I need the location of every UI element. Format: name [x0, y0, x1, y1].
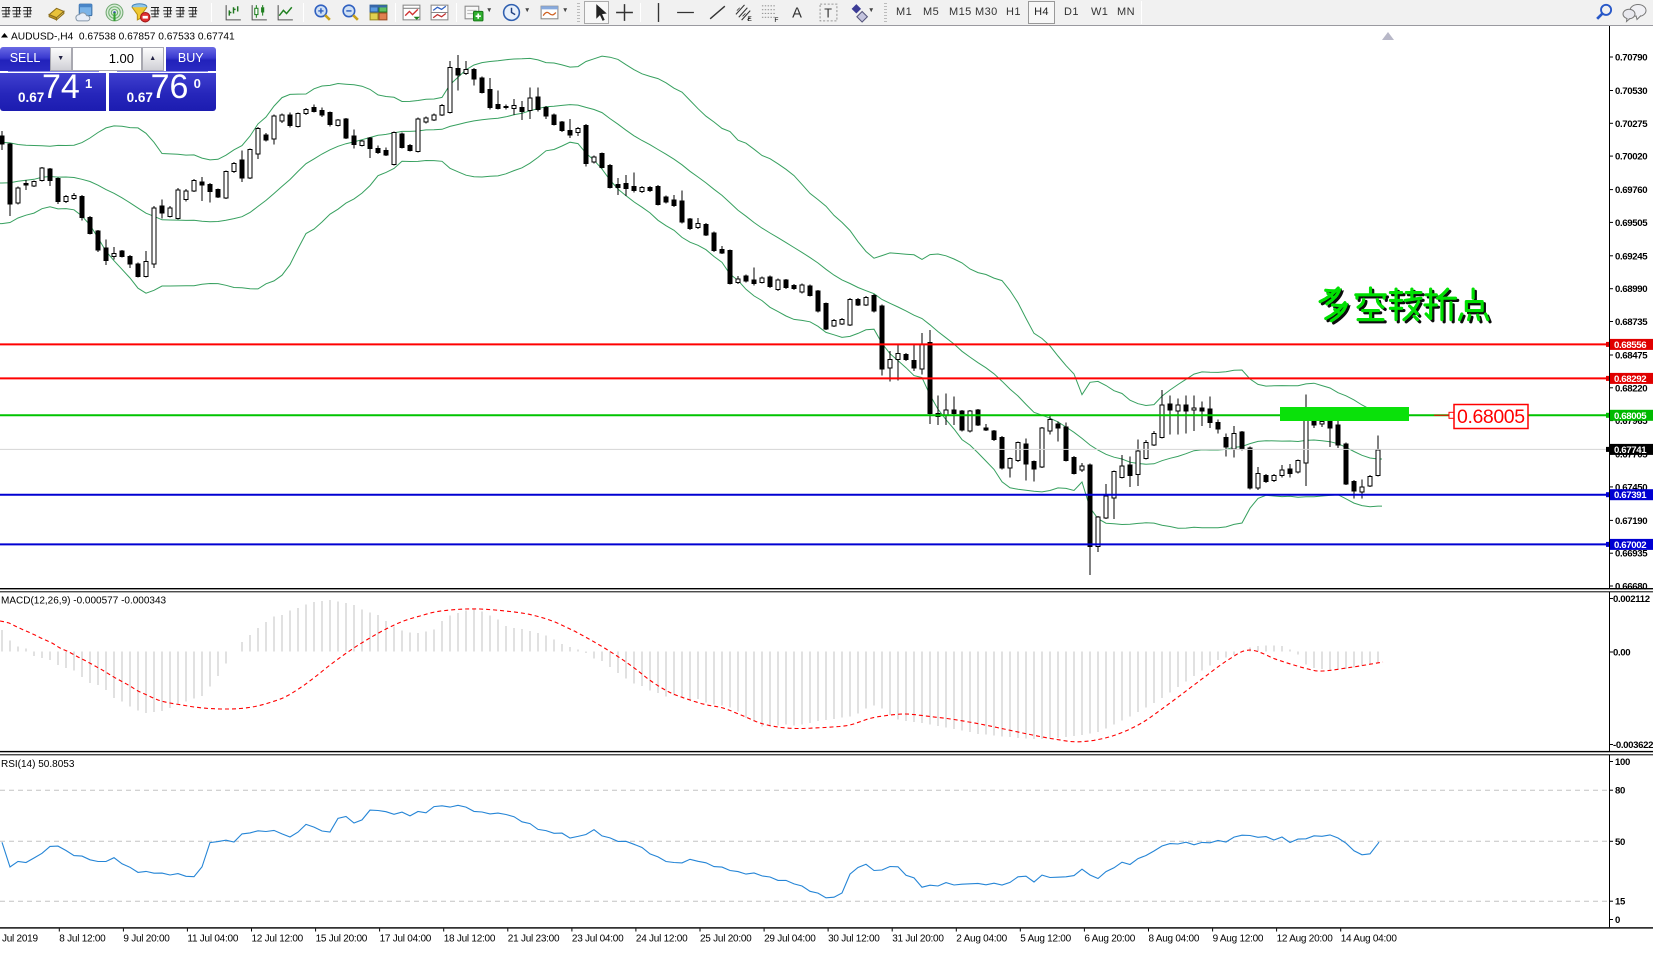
svg-text:21 Jul 23:00: 21 Jul 23:00 [508, 934, 560, 945]
svg-text:17 Jul 04:00: 17 Jul 04:00 [380, 934, 432, 945]
svg-text:0.69245: 0.69245 [1615, 251, 1648, 262]
svg-text:AUDUSD-,H4 0.67538 0.67857 0.: AUDUSD-,H4 0.67538 0.67857 0.67533 0.677… [11, 32, 235, 43]
svg-text:0.68556: 0.68556 [1614, 340, 1646, 351]
svg-text:50: 50 [1615, 837, 1625, 848]
svg-text:E: E [747, 16, 752, 23]
svg-text:0.67965: 0.67965 [1615, 416, 1648, 427]
svg-text:T: T [824, 7, 832, 21]
svg-text:24 Jul 12:00: 24 Jul 12:00 [636, 934, 688, 945]
svg-text:0.70020: 0.70020 [1615, 152, 1647, 163]
svg-text:2 Aug 04:00: 2 Aug 04:00 [956, 934, 1007, 945]
svg-text:30 Jul 12:00: 30 Jul 12:00 [828, 934, 880, 945]
svg-text:12 Jul 12:00: 12 Jul 12:00 [252, 934, 304, 945]
svg-text:8 Jul 12:00: 8 Jul 12:00 [59, 934, 106, 945]
svg-text:MACD(12,26,9) -0.000577 -0.000: MACD(12,26,9) -0.000577 -0.000343 [1, 596, 167, 607]
svg-text:0.67705: 0.67705 [1615, 450, 1648, 461]
svg-text:0.67391: 0.67391 [1614, 490, 1647, 501]
svg-text:11 Jul 04:00: 11 Jul 04:00 [187, 934, 238, 945]
svg-text:25 Jul 20:00: 25 Jul 20:00 [700, 934, 752, 945]
svg-text:0.67741: 0.67741 [1614, 445, 1647, 456]
svg-text:0.67190: 0.67190 [1615, 516, 1647, 527]
svg-text:0.70530: 0.70530 [1615, 86, 1647, 97]
svg-text:0.68292: 0.68292 [1614, 374, 1646, 385]
svg-text:9 Jul 20:00: 9 Jul 20:00 [123, 934, 170, 945]
svg-text:0.68475: 0.68475 [1615, 351, 1648, 362]
svg-text:Jul 2019: Jul 2019 [2, 934, 38, 945]
svg-text:9 Aug 12:00: 9 Aug 12:00 [1213, 934, 1264, 945]
svg-text:29 Jul 04:00: 29 Jul 04:00 [764, 934, 816, 945]
svg-text:23 Jul 04:00: 23 Jul 04:00 [572, 934, 624, 945]
svg-text:0.67450: 0.67450 [1615, 482, 1647, 493]
svg-text:F: F [774, 17, 778, 23]
svg-text:0.70790: 0.70790 [1615, 53, 1647, 64]
svg-text:14 Aug 04:00: 14 Aug 04:00 [1341, 934, 1398, 945]
svg-text:0.002112: 0.002112 [1613, 594, 1650, 605]
svg-text:31 Jul 20:00: 31 Jul 20:00 [892, 934, 944, 945]
svg-text:18 Jul 12:00: 18 Jul 12:00 [444, 934, 496, 945]
svg-text:0.68990: 0.68990 [1615, 284, 1647, 295]
svg-text:0: 0 [1615, 915, 1620, 926]
svg-text:100: 100 [1615, 757, 1630, 768]
svg-text:0.70275: 0.70275 [1615, 119, 1648, 130]
svg-text:6 Aug 20:00: 6 Aug 20:00 [1084, 934, 1135, 945]
svg-text:0.68220: 0.68220 [1615, 383, 1647, 394]
svg-text:80: 80 [1615, 786, 1625, 797]
svg-text:12 Aug 20:00: 12 Aug 20:00 [1277, 934, 1334, 945]
svg-text:15 Jul 20:00: 15 Jul 20:00 [316, 934, 368, 945]
svg-text:0.69505: 0.69505 [1615, 218, 1648, 229]
svg-text:A: A [792, 6, 802, 22]
svg-text:5 Aug 12:00: 5 Aug 12:00 [1020, 934, 1071, 945]
svg-text:-0.003622: -0.003622 [1613, 740, 1653, 751]
svg-text:0.68005: 0.68005 [1614, 411, 1647, 422]
svg-text:0.69760: 0.69760 [1615, 185, 1647, 196]
svg-text:15: 15 [1615, 897, 1626, 908]
svg-text:0.66935: 0.66935 [1615, 549, 1648, 560]
svg-text:8 Aug 04:00: 8 Aug 04:00 [1149, 934, 1200, 945]
svg-text:0.67002: 0.67002 [1614, 540, 1646, 551]
svg-text:0.68005: 0.68005 [1457, 406, 1525, 428]
svg-text:0.68735: 0.68735 [1615, 317, 1648, 328]
svg-text:RSI(14) 50.8053: RSI(14) 50.8053 [1, 759, 75, 770]
svg-text:0.00: 0.00 [1613, 648, 1630, 659]
svg-text:0.66680: 0.66680 [1615, 582, 1647, 593]
